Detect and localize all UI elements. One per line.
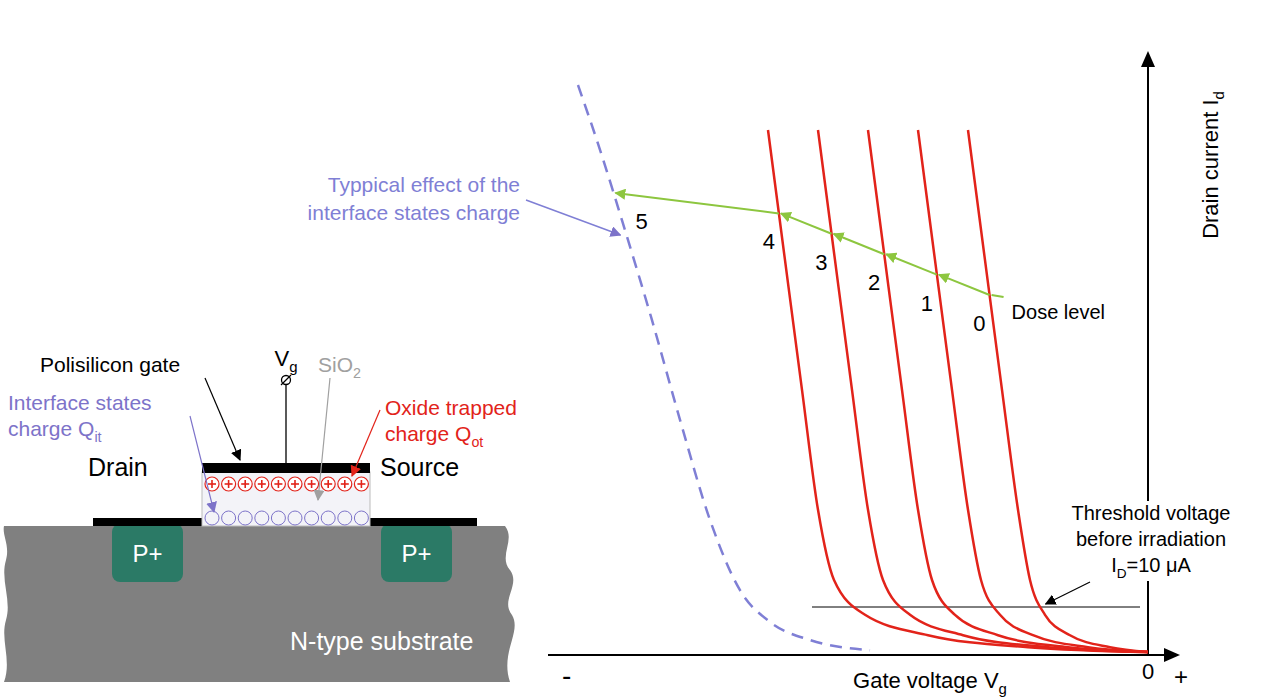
svg-text:before irradiation: before irradiation [1076, 528, 1226, 550]
svg-text:ID=10 μA: ID=10 μA [1111, 554, 1191, 581]
svg-text:charge Qit: charge Qit [8, 417, 102, 445]
svg-text:Source: Source [380, 453, 459, 481]
svg-text:Vg: Vg [274, 346, 297, 375]
svg-text:P+: P+ [132, 540, 162, 567]
svg-text:Polisilicon gate: Polisilicon gate [40, 353, 180, 376]
svg-text:Drain: Drain [88, 453, 148, 481]
svg-text:SiO2: SiO2 [318, 353, 361, 381]
svg-text:charge Qot: charge Qot [385, 422, 483, 450]
svg-text:3: 3 [815, 250, 827, 275]
svg-text:Dose level: Dose level [1012, 301, 1105, 323]
svg-text:Gate voltage Vg: Gate voltage Vg [853, 668, 1007, 697]
svg-text:Threshold voltage: Threshold voltage [1072, 502, 1231, 524]
svg-text:Typpical effect of the: Typpical effect of the [328, 173, 520, 196]
svg-text:+: + [1174, 663, 1188, 690]
svg-text:P+: P+ [401, 540, 431, 567]
svg-text:2: 2 [868, 270, 880, 295]
svg-text:-: - [562, 660, 571, 691]
svg-text:Oxide trapped: Oxide trapped [385, 396, 517, 419]
svg-text:interface states charge: interface states charge [308, 201, 520, 224]
svg-text:Interface states: Interface states [8, 391, 152, 414]
svg-text:4: 4 [763, 229, 775, 254]
svg-text:0: 0 [973, 311, 985, 336]
svg-text:0: 0 [1142, 659, 1154, 684]
svg-text:5: 5 [635, 209, 647, 234]
svg-text:Drain current Id: Drain current Id [1198, 91, 1227, 239]
svg-text:1: 1 [921, 291, 933, 316]
svg-text:N-type substrate: N-type substrate [290, 627, 473, 655]
